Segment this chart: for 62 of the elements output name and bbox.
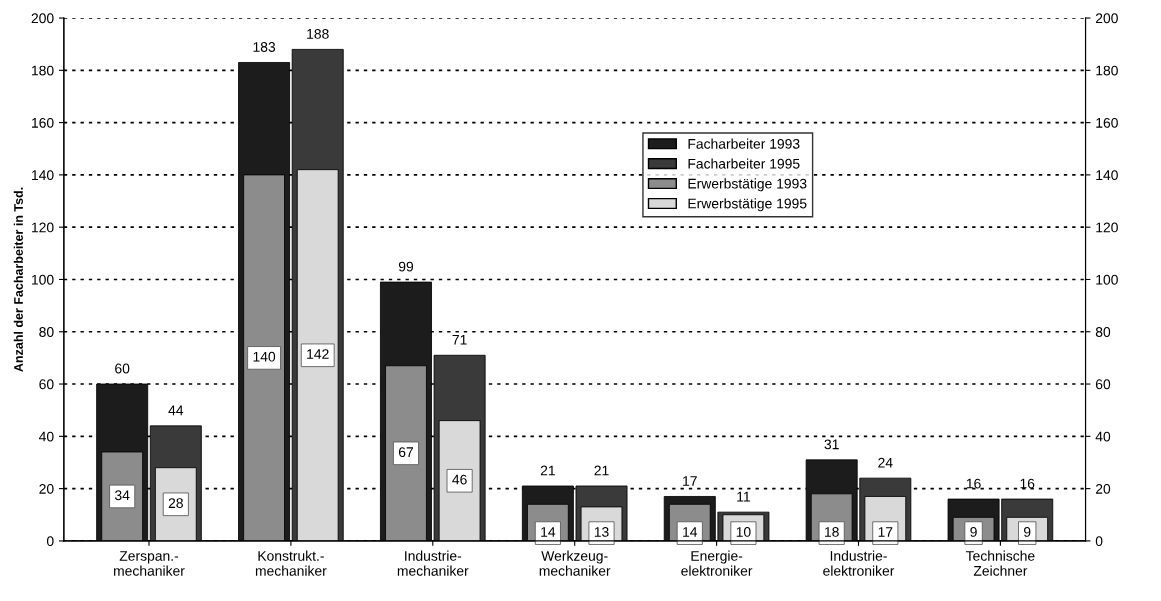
- y-tick-label: 160: [32, 117, 54, 128]
- data-label: 9: [970, 527, 977, 537]
- data-label: 9: [1024, 527, 1031, 537]
- data-label: 34: [114, 490, 130, 501]
- data-label: 14: [541, 527, 556, 537]
- y2-tick-label: 160: [1096, 117, 1118, 128]
- y-tick-label: 20: [39, 483, 54, 494]
- y-tick-label: 180: [32, 65, 54, 76]
- y2-tick-label: 0: [1095, 536, 1103, 547]
- x-tick-label: Energie- elektroniker: [681, 550, 753, 576]
- data-label: 18: [825, 527, 839, 537]
- data-label: 28: [168, 498, 183, 509]
- data-label: 14: [683, 527, 698, 537]
- data-label: 188: [307, 28, 329, 39]
- data-label: 21: [540, 465, 555, 476]
- y-tick-label: 0: [46, 536, 54, 547]
- data-label: 99: [398, 261, 414, 272]
- data-label: 16: [966, 478, 981, 489]
- x-tick-label: Zerspan.- mechaniker: [114, 551, 185, 576]
- y2-tick-label: 40: [1095, 431, 1111, 442]
- data-label: 17: [878, 527, 893, 537]
- data-label: 16: [1020, 478, 1035, 489]
- y2-tick-label: 200: [1095, 13, 1118, 24]
- x-tick-label: Werkzeug- mechaniker: [539, 550, 611, 576]
- y-axis-title: Anzahl der Facharbeiter in Tsd.: [13, 187, 23, 372]
- data-label: 21: [594, 465, 609, 476]
- data-label: 140: [253, 351, 276, 362]
- legend-label: Facharbeiter 1993: [688, 138, 800, 149]
- data-label: 44: [168, 405, 184, 416]
- x-tick-label: Technische Zeichner: [965, 550, 1035, 576]
- data-label: 67: [398, 447, 413, 458]
- y2-tick-label: 120: [1096, 222, 1118, 233]
- y2-tick-label: 20: [1095, 483, 1111, 494]
- data-label: 71: [452, 335, 467, 345]
- data-label: 31: [824, 439, 839, 450]
- x-tick-label: Industrie- elektroniker: [823, 550, 895, 576]
- data-label: 17: [683, 476, 697, 486]
- y-tick-label: 80: [39, 327, 54, 337]
- y2-tick-label: 60: [1095, 379, 1111, 390]
- y2-tick-label: 100: [1096, 274, 1118, 285]
- y-tick-label: 140: [32, 170, 54, 181]
- data-label: 10: [736, 527, 751, 537]
- data-label: 183: [253, 42, 276, 52]
- y-tick-label: 40: [39, 431, 54, 442]
- data-label: 11: [737, 491, 750, 502]
- y2-tick-label: 80: [1095, 327, 1111, 337]
- data-label: 46: [452, 474, 467, 485]
- data-label: 24: [878, 457, 893, 468]
- legend-label: Erwerbstätige 1993: [688, 178, 807, 192]
- y2-tick-label: 140: [1096, 170, 1118, 181]
- data-label: 142: [307, 349, 329, 359]
- legend-label: Facharbeiter 1995: [688, 158, 800, 169]
- y-tick-label: 120: [32, 222, 54, 233]
- x-tick-label: Industrie- mechaniker: [397, 550, 469, 576]
- y-tick-label: 60: [39, 379, 54, 390]
- data-label: 13: [594, 527, 609, 537]
- x-tick-label: Konstrukt.- mechaniker: [255, 550, 327, 576]
- y-tick-label: 100: [32, 274, 54, 285]
- data-label: 60: [115, 363, 130, 374]
- y2-tick-label: 180: [1096, 65, 1118, 76]
- y-tick-label: 200: [31, 13, 54, 24]
- legend-label: Erwerbstätige 1995: [688, 198, 807, 212]
